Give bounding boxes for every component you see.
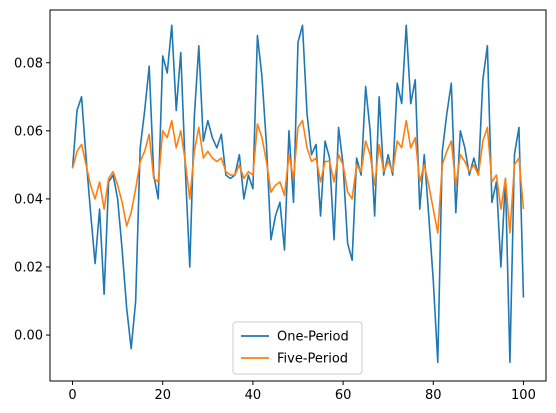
x-tick-label: 40 <box>245 388 262 403</box>
legend-label: Five-Period <box>277 352 348 367</box>
series-line-five-period <box>71 119 525 234</box>
series-layer <box>71 24 525 364</box>
x-tick-label: 0 <box>68 388 76 403</box>
x-tick-label: 20 <box>154 388 171 403</box>
x-axis: 0 20 40 60 80 100 <box>68 381 536 403</box>
legend-box <box>232 321 363 375</box>
x-tick-label: 100 <box>511 388 536 403</box>
y-tick-label: 0.00 <box>14 329 43 344</box>
axes-frame <box>49 9 547 382</box>
x-tick-label: 80 <box>425 388 442 403</box>
legend: One-Period Five-Period <box>232 321 363 375</box>
legend-entry: One-Period <box>241 330 349 345</box>
legend-label: One-Period <box>277 330 349 345</box>
legend-entry: Five-Period <box>241 352 348 367</box>
x-tick-label: 60 <box>335 388 352 403</box>
y-tick-label: 0.02 <box>14 260 43 275</box>
y-tick-label: 0.04 <box>14 192 43 207</box>
series-line-one-period <box>71 24 525 364</box>
y-tick-label: 0.06 <box>14 124 43 139</box>
y-tick-label: 0.08 <box>14 56 43 71</box>
y-axis: 0.00 0.02 0.04 0.06 0.08 <box>14 56 50 344</box>
